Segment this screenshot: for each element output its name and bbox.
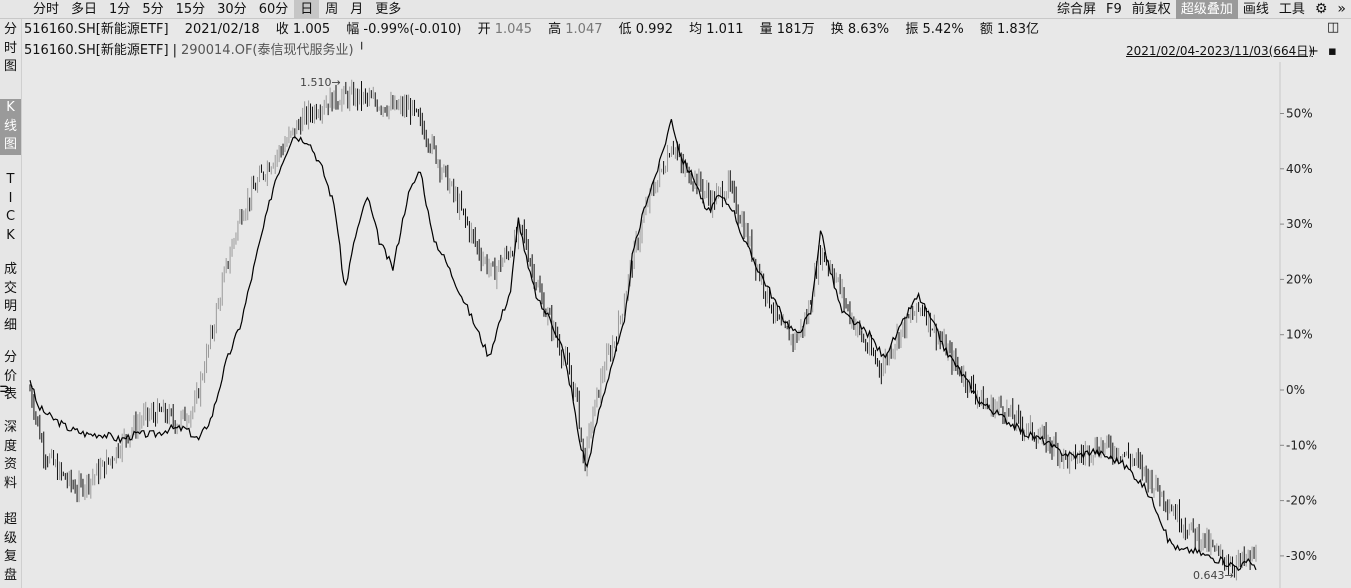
period-tab[interactable]: 分时: [33, 2, 60, 17]
period-tab[interactable]: 日: [294, 0, 320, 19]
legend-primary[interactable]: 516160.SH[新能源ETF]: [24, 43, 169, 58]
price-change: 幅 -0.99%(-0.010): [346, 22, 462, 37]
double-chevron-right-icon[interactable]: »: [1337, 1, 1346, 17]
sidebar-item[interactable]: 分 时 图: [3, 22, 17, 74]
chevron-left-icon[interactable]: ⊃: [0, 382, 10, 397]
add-icon[interactable]: +: [1308, 44, 1319, 59]
quote-date: 2021/02/18: [184, 22, 260, 37]
y-tick-label: 50%: [1286, 107, 1313, 121]
y-tick-label: -20%: [1286, 494, 1317, 508]
y-tick-label: 40%: [1286, 162, 1313, 176]
right-tools: 综合屏 F9 前复权 超级叠加 画线 工具 ⚙ »: [1052, 0, 1351, 19]
window-icon[interactable]: ▪: [1328, 44, 1337, 59]
gear-icon[interactable]: ⚙: [1314, 1, 1328, 17]
y-tick-label: -10%: [1286, 438, 1317, 452]
toolbar-button[interactable]: F9: [1106, 2, 1122, 17]
toolbar-button[interactable]: 前复权: [1131, 2, 1171, 17]
overlay-legend: 516160.SH[新能源ETF] | 290014.OF(泰信现代服务业) ╵: [24, 41, 366, 61]
period-tab[interactable]: 多日: [71, 2, 98, 17]
toolbar-button[interactable]: 综合屏: [1057, 2, 1097, 17]
date-range[interactable]: 2021/02/04-2023/11/03(664日): [1126, 44, 1313, 58]
period-tab[interactable]: 月: [350, 2, 364, 17]
period-tab[interactable]: 更多: [375, 2, 402, 17]
panel-layout-icon[interactable]: ◫: [1327, 20, 1340, 35]
period-tabs: 分时 多日 1分 5分 15分 30分 60分日周月更多: [27, 0, 407, 19]
sidebar-item[interactable]: 深 度 资 料: [3, 420, 17, 491]
y-axis: 50% 40% 30% 20% 10% 0% -10% -20% -30%: [1279, 62, 1317, 588]
sidebar-item[interactable]: T I C K: [5, 172, 16, 243]
sidebar-item[interactable]: 超 级 复 盘: [3, 512, 17, 583]
turnover-rate: 换 8.63%: [830, 22, 890, 37]
period-tab[interactable]: 周: [325, 2, 339, 17]
close-price: 收 1.005: [275, 22, 331, 37]
stock-code: 516160.SH[新能源ETF]: [24, 22, 169, 37]
toolbar-button[interactable]: 画线: [1242, 2, 1269, 17]
high-price: 高 1.047: [548, 22, 603, 37]
open-price: 开 1.045: [477, 22, 532, 37]
legend-overlay[interactable]: 290014.OF(泰信现代服务业): [180, 43, 354, 58]
avg-price: 均 1.011: [689, 22, 744, 37]
period-tab[interactable]: 1分: [109, 2, 131, 17]
volume: 量 181万: [759, 22, 815, 37]
price-annotation: 1.510→: [300, 76, 341, 89]
period-tab[interactable]: 30分: [217, 2, 247, 17]
y-tick-label: 0%: [1286, 383, 1305, 397]
overlay-line-series[interactable]: [29, 119, 1257, 572]
trade-amount: 额 1.83亿: [979, 22, 1039, 37]
sidebar-item[interactable]: 成 交 明 细: [3, 262, 17, 333]
legend-separator: |: [172, 43, 177, 58]
y-tick-label: 10%: [1286, 328, 1313, 342]
price-annotation: 0.643→: [1193, 569, 1234, 582]
candlestick-series[interactable]: [29, 79, 1257, 581]
amplitude: 振 5.42%: [905, 22, 964, 37]
sidebar: 分 时 图 K 线 图 T I C K 成 交 明 细分 价 表深 度 资 料超 级 …: [0, 19, 22, 588]
toolbar-button[interactable]: 工具: [1278, 2, 1305, 17]
chart-annotations: 1.510→ 0.643→: [300, 76, 1234, 582]
period-tab[interactable]: 15分: [175, 2, 206, 17]
toolbar: 分时 多日 1分 5分 15分 30分 60分日周月更多 综合屏 F9 前复权 超级叠加 画线 工具 ⚙…: [0, 0, 1351, 19]
sidebar-item[interactable]: 分 价 表: [3, 350, 17, 402]
y-tick-label: 30%: [1286, 217, 1313, 231]
low-price: 低 0.992: [618, 22, 673, 37]
period-tab[interactable]: 5分: [142, 2, 164, 17]
period-tab[interactable]: 60分: [258, 2, 289, 17]
sidebar-item[interactable]: K 线 图: [0, 99, 21, 155]
toolbar-button[interactable]: 超级叠加: [1175, 0, 1238, 19]
y-tick-label: -30%: [1286, 549, 1317, 563]
legend-dropdown-icon[interactable]: ╵: [357, 43, 366, 58]
quote-info-bar: 516160.SH[新能源ETF] 2021/02/18 收 1.005 幅 -…: [24, 20, 1051, 40]
y-tick-label: 20%: [1286, 272, 1313, 286]
